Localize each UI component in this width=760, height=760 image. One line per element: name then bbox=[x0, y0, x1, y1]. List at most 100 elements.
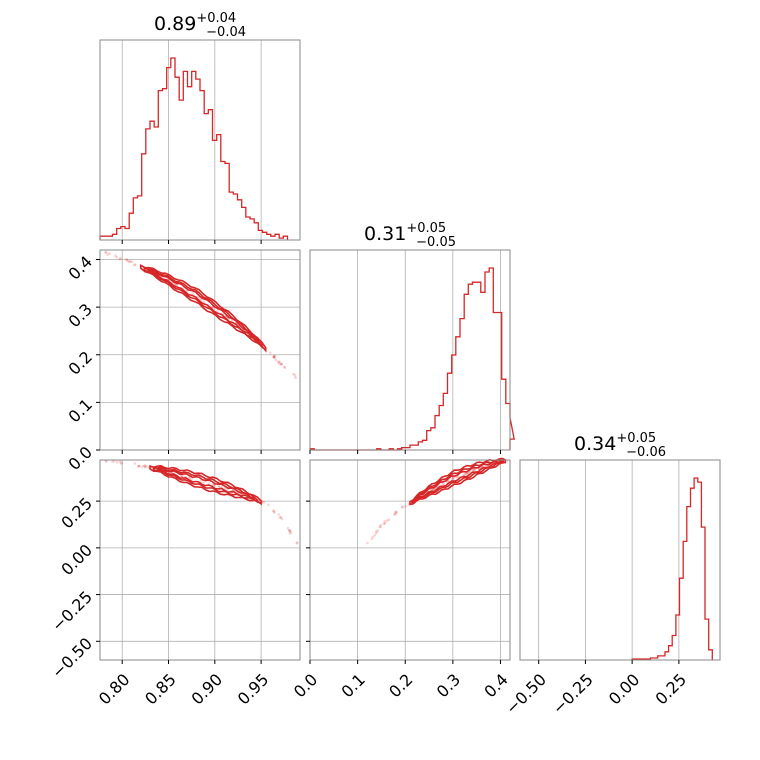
sample-point bbox=[283, 366, 287, 370]
sample-point bbox=[289, 531, 293, 534]
sample-point bbox=[141, 465, 144, 469]
y-tick-label: −0.25 bbox=[48, 587, 96, 635]
sample-point bbox=[143, 464, 147, 468]
sample-point bbox=[127, 260, 131, 263]
sample-point bbox=[385, 519, 389, 523]
panel-frame bbox=[99, 39, 301, 241]
sample-point bbox=[272, 509, 275, 512]
sample-point bbox=[456, 475, 459, 479]
title-p2-median: 0.34 bbox=[574, 433, 616, 455]
sample-point bbox=[383, 519, 387, 523]
x-tick-label: 0.80 bbox=[95, 670, 134, 709]
sample-point bbox=[295, 541, 299, 544]
sample-point bbox=[473, 469, 477, 472]
sample-point bbox=[393, 511, 397, 514]
sample-point bbox=[279, 363, 283, 366]
sample-point bbox=[143, 464, 146, 468]
sample-point bbox=[387, 518, 391, 522]
sample-point bbox=[452, 477, 455, 480]
sample-point bbox=[175, 283, 179, 287]
x-tick-label: 0.0 bbox=[290, 670, 321, 701]
sample-point bbox=[371, 535, 375, 539]
sample-point bbox=[137, 464, 140, 468]
sample-point bbox=[115, 256, 119, 259]
sample-point bbox=[273, 511, 276, 514]
x-tick-label: 0.2 bbox=[385, 670, 416, 701]
sample-point bbox=[471, 468, 475, 472]
sample-point bbox=[272, 355, 276, 359]
sample-point bbox=[464, 472, 467, 476]
contour-level-3 bbox=[413, 460, 503, 504]
sample-point bbox=[272, 510, 276, 513]
sample-point bbox=[273, 356, 277, 360]
sample-point bbox=[465, 472, 469, 475]
contour-level-1 bbox=[409, 457, 506, 506]
sample-point bbox=[272, 355, 276, 358]
sample-point bbox=[294, 376, 297, 379]
sample-point bbox=[278, 516, 282, 519]
sample-point bbox=[277, 360, 280, 364]
sample-point bbox=[288, 529, 292, 532]
y-tick-label: 0.1 bbox=[65, 395, 96, 426]
sample-point bbox=[277, 513, 281, 516]
sample-point bbox=[378, 525, 382, 528]
sample-point bbox=[119, 256, 122, 260]
sample-point bbox=[280, 362, 283, 366]
sample-point bbox=[442, 482, 446, 486]
title-p1: 0.31+0.05 −0.05 bbox=[364, 221, 456, 250]
sample-point bbox=[471, 468, 475, 472]
x-tick-label: 0.3 bbox=[433, 670, 464, 701]
sample-point bbox=[394, 510, 398, 514]
sample-point bbox=[180, 474, 184, 478]
title-p1-plus: +0.05 bbox=[406, 221, 446, 236]
sample-point bbox=[108, 252, 111, 256]
sample-point bbox=[125, 258, 129, 262]
sample-point bbox=[404, 504, 408, 508]
x-tick-label: 0.90 bbox=[188, 670, 227, 709]
sample-point bbox=[376, 529, 380, 532]
sample-point bbox=[272, 356, 276, 359]
panel-hist-p0: 0.89+0.04 −0.04 bbox=[99, 11, 301, 241]
sample-point bbox=[282, 365, 286, 369]
sample-point bbox=[106, 253, 109, 256]
title-p0-median: 0.89 bbox=[154, 13, 196, 35]
y-tick-label: 0.25 bbox=[57, 494, 96, 533]
contour-level-2 bbox=[143, 267, 263, 350]
panel-2d-p0-p2 bbox=[99, 459, 301, 661]
sample-point bbox=[133, 263, 137, 266]
contour-level-3 bbox=[156, 467, 255, 501]
contour-level-1 bbox=[149, 464, 262, 506]
contour-level-2 bbox=[411, 458, 505, 505]
sample-point bbox=[456, 475, 460, 479]
sample-point bbox=[277, 361, 281, 365]
sample-point bbox=[375, 531, 378, 535]
sample-point bbox=[292, 372, 295, 376]
panel-frame bbox=[309, 459, 511, 661]
sample-point bbox=[379, 523, 383, 527]
sample-point bbox=[279, 516, 283, 519]
sample-point bbox=[115, 460, 119, 464]
x-tick-label: 0.1 bbox=[337, 670, 368, 701]
sample-point bbox=[401, 505, 405, 509]
contour-level-1 bbox=[139, 263, 267, 353]
sample-point bbox=[366, 541, 369, 545]
sample-point bbox=[400, 505, 404, 509]
sample-point bbox=[288, 531, 292, 535]
y-tick-label: −0.50 bbox=[48, 634, 96, 682]
sample-point bbox=[104, 250, 107, 254]
sample-point bbox=[382, 522, 386, 525]
title-p2: 0.34+0.05 −0.06 bbox=[574, 431, 666, 460]
sample-point bbox=[190, 477, 194, 481]
sample-point bbox=[126, 259, 130, 263]
sample-point bbox=[216, 309, 219, 313]
sample-point bbox=[278, 360, 281, 364]
sample-point bbox=[217, 485, 221, 489]
sample-point bbox=[288, 529, 291, 532]
panel-frame bbox=[519, 459, 721, 661]
sample-point bbox=[378, 525, 382, 529]
x-tick-label: −0.50 bbox=[502, 670, 550, 718]
histogram-p1 bbox=[309, 267, 515, 451]
sample-point bbox=[125, 258, 128, 261]
sample-point bbox=[280, 362, 283, 366]
sample-point bbox=[288, 529, 291, 533]
